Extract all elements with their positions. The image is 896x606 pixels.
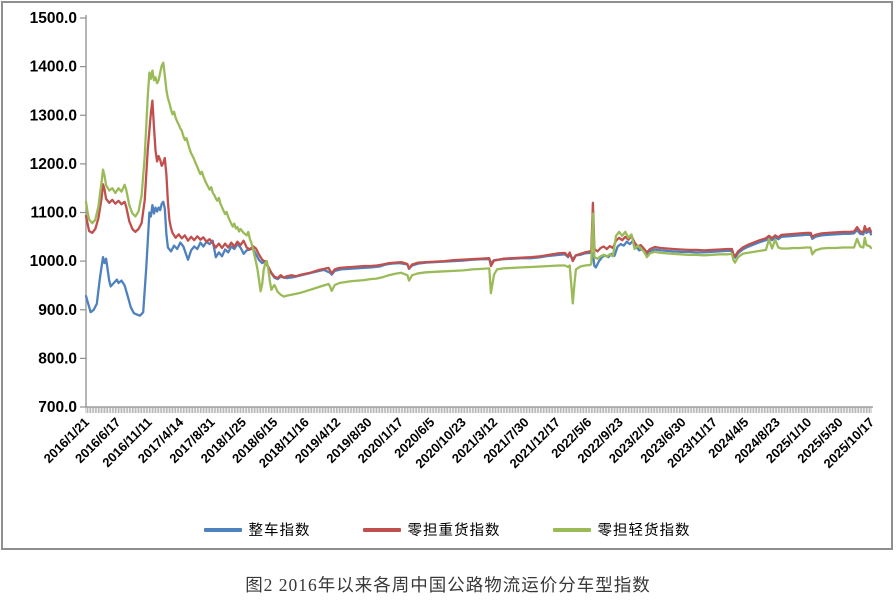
legend-label: 零担重货指数 <box>407 523 501 539</box>
y-axis-label: 1200.0 <box>30 156 77 173</box>
figure-caption: 图2 2016年以来各周中国公路物流运价分车型指数 <box>245 575 651 595</box>
legend-item: 整车指数 <box>203 519 311 540</box>
y-axis-label: 900.0 <box>38 302 77 319</box>
y-axis-label: 800.0 <box>38 350 77 367</box>
legend-label: 整车指数 <box>248 523 311 539</box>
legend-swatch <box>552 527 591 532</box>
line-chart: 1500.0 1400.0 1300.0 1200.0 1100.0 1000.0 900.… <box>30 10 878 471</box>
legend-swatch <box>203 527 242 532</box>
legend-item: 零担重货指数 <box>362 519 501 540</box>
y-axis-label: 700.0 <box>38 399 77 416</box>
y-axis-label: 1300.0 <box>30 107 77 124</box>
chart-panel: 1500.0 1400.0 1300.0 1200.0 1100.0 1000.0 900.… <box>1 1 893 550</box>
legend-item: 零担轻货指数 <box>552 519 691 540</box>
y-axis-label: 1000.0 <box>30 253 77 270</box>
legend: 整车指数 零担重货指数 零担轻货指数 <box>3 519 891 540</box>
y-axis-label: 1400.0 <box>30 59 77 76</box>
legend-swatch <box>362 527 401 532</box>
y-axis-label: 1500.0 <box>30 10 77 27</box>
series-line-零担重货指数 <box>84 99 873 280</box>
series-line-零担轻货指数 <box>84 61 873 305</box>
y-axis-label: 1100.0 <box>30 205 77 222</box>
legend-label: 零担轻货指数 <box>597 523 691 539</box>
